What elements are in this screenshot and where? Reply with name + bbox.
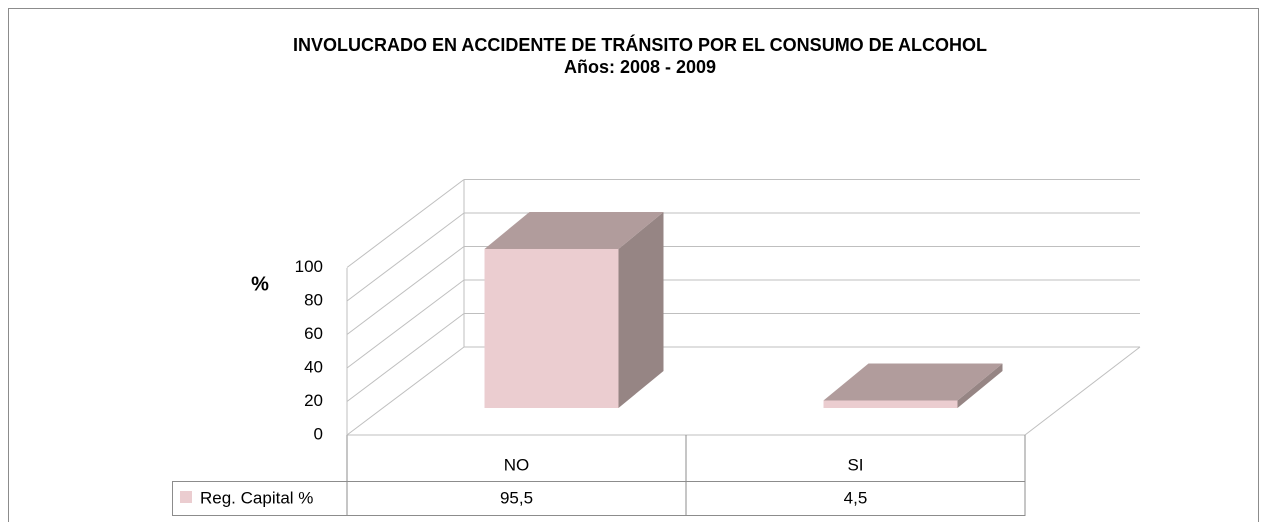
- y-tick-label: 0: [314, 424, 323, 443]
- chart-title: INVOLUCRADO EN ACCIDENTE DE TRÁNSITO POR…: [293, 34, 987, 55]
- table-row: [172, 481, 1026, 516]
- bar-top: [484, 211, 664, 249]
- bar-side: [957, 363, 1003, 408]
- legend-swatch: [180, 491, 192, 503]
- grid-line: [346, 346, 465, 436]
- y-tick-label: 60: [304, 324, 323, 343]
- grid-line: [346, 313, 465, 402]
- grid-line: [346, 212, 465, 302]
- y-tick-label: 80: [304, 290, 323, 309]
- chart-subtitle: Años: 2008 - 2009: [564, 57, 716, 77]
- bar: [484, 248, 619, 408]
- bar: [823, 400, 958, 408]
- bar-top: [823, 363, 1003, 401]
- x-tick-label: SI: [847, 455, 863, 474]
- floor-right: [1024, 346, 1141, 436]
- grid-line: [346, 279, 465, 369]
- grid-line: [346, 179, 465, 268]
- y-axis-label: %: [251, 273, 269, 295]
- grid-line: [346, 246, 465, 335]
- bar-side: [618, 211, 664, 408]
- x-tick-label: NO: [504, 455, 530, 474]
- value-label: 95,5: [500, 488, 533, 507]
- value-label: 4,5: [844, 488, 868, 507]
- y-tick-label: 40: [304, 357, 323, 376]
- legend-label: Reg. Capital %: [200, 488, 313, 507]
- y-tick-label: 100: [295, 257, 323, 276]
- y-tick-label: 20: [304, 391, 323, 410]
